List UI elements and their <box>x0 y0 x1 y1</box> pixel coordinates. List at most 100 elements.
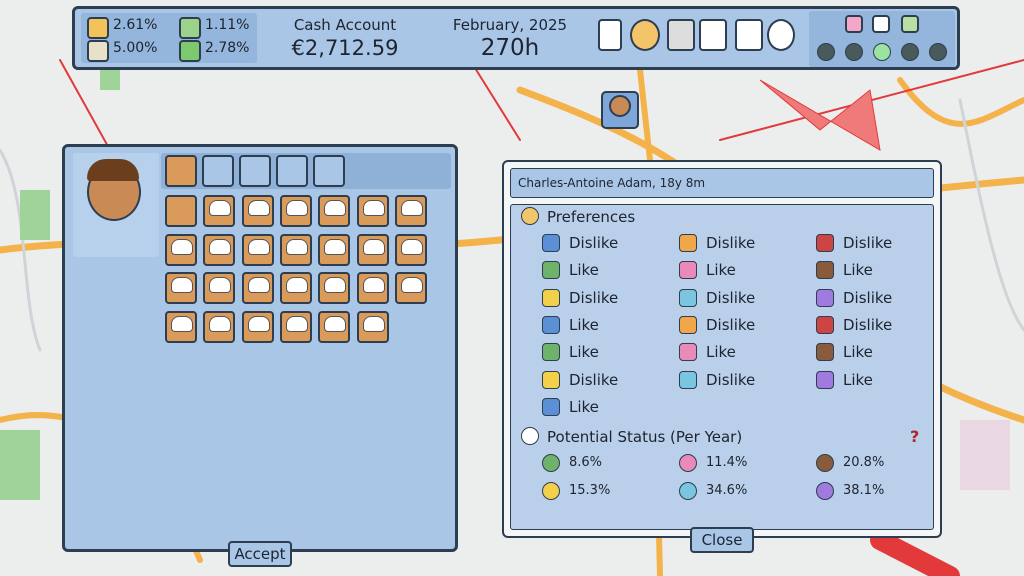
preference-icon <box>542 234 560 252</box>
speed-4[interactable] <box>929 43 947 61</box>
status-icon <box>816 481 834 500</box>
preference-icon <box>816 288 834 307</box>
category-tab[interactable] <box>276 155 308 187</box>
appearance-editor <box>62 144 458 552</box>
preference-value: Like <box>569 397 599 416</box>
hair-option[interactable] <box>203 311 236 344</box>
hair-option[interactable] <box>356 311 389 344</box>
hair-option[interactable] <box>203 233 236 266</box>
hair-shape <box>171 316 193 333</box>
stat-icon <box>179 40 201 62</box>
category-tab[interactable] <box>313 155 345 187</box>
stat-value: 2.61% <box>113 17 158 33</box>
status-title: Potential Status (Per Year) <box>547 428 743 446</box>
preference-icon <box>679 234 697 252</box>
preference-icon <box>542 397 560 416</box>
hair-shape <box>324 200 347 216</box>
speed-1[interactable] <box>845 43 863 61</box>
hair-option[interactable] <box>394 195 427 227</box>
stat-icon <box>179 17 201 39</box>
preference-value: Dislike <box>843 315 893 334</box>
close-button[interactable]: Close <box>690 527 754 553</box>
preference-icon <box>816 261 834 280</box>
hair-option[interactable] <box>203 272 236 305</box>
stat-value: 2.78% <box>205 40 250 56</box>
cash-value: €2,712.59 <box>291 36 399 60</box>
hair-shape <box>400 277 423 294</box>
character-name: Charles-Antoine Adam, 18y 8m <box>518 176 706 190</box>
hair-option[interactable] <box>241 272 274 305</box>
preference-icon <box>542 343 560 362</box>
preference-value: Like <box>569 315 599 334</box>
hair-shape <box>400 238 423 255</box>
category-tab[interactable] <box>239 155 271 187</box>
image-button[interactable] <box>901 15 919 33</box>
cash-label: Cash Account <box>293 16 397 34</box>
stats-box <box>81 13 257 63</box>
hair-shape <box>171 238 193 255</box>
accept-button[interactable]: Accept <box>228 541 292 567</box>
hair-option[interactable] <box>165 195 197 227</box>
status-value: 20.8% <box>843 455 885 470</box>
menu-icon[interactable] <box>667 19 695 51</box>
hair-shape <box>247 316 270 333</box>
preference-value: Dislike <box>569 288 619 307</box>
help-button[interactable]: ? <box>910 427 920 446</box>
hair-option[interactable] <box>279 311 312 344</box>
hair-option[interactable] <box>318 272 351 305</box>
menu-icon[interactable] <box>735 19 763 51</box>
preferences-title: Preferences <box>547 208 636 226</box>
hair-shape <box>247 238 270 255</box>
hours: 270h <box>480 35 540 61</box>
hair-option[interactable] <box>394 272 427 305</box>
status-icon <box>679 481 697 500</box>
hair-shape <box>285 238 308 255</box>
preference-icon <box>816 315 834 334</box>
speed-3[interactable] <box>901 43 919 61</box>
stat-value: 1.11% <box>205 17 250 33</box>
hair-option[interactable] <box>356 195 389 227</box>
menu-icon[interactable] <box>598 19 622 51</box>
hair-shape <box>324 277 347 294</box>
date: February, 2025 <box>452 16 568 34</box>
preference-icon <box>679 343 697 362</box>
hair-option[interactable] <box>318 195 351 227</box>
preference-value: Like <box>706 343 736 362</box>
stat-value: 5.00% <box>113 40 158 56</box>
hair-option[interactable] <box>241 233 274 266</box>
speed-2[interactable] <box>873 43 891 61</box>
hair-option[interactable] <box>394 233 427 266</box>
category-tab[interactable] <box>165 155 197 187</box>
preference-value: Like <box>569 261 599 280</box>
menu-icon[interactable] <box>630 19 660 51</box>
hair-option[interactable] <box>318 311 351 344</box>
hair-option[interactable] <box>203 195 236 227</box>
hair-option[interactable] <box>165 272 197 305</box>
menu-icon[interactable] <box>699 19 727 51</box>
speed-pause[interactable] <box>817 43 835 61</box>
preference-icon <box>679 261 697 280</box>
preference-value: Like <box>843 370 873 389</box>
menu-icon[interactable] <box>767 19 795 51</box>
hair-option[interactable] <box>279 233 312 266</box>
list-button[interactable] <box>872 15 890 33</box>
hair-option[interactable] <box>318 233 351 266</box>
hair-option[interactable] <box>356 233 389 266</box>
hair-option[interactable] <box>279 272 312 305</box>
preference-icon <box>542 261 560 280</box>
preference-value: Dislike <box>706 234 756 252</box>
hair-option[interactable] <box>165 311 197 344</box>
music-button[interactable] <box>845 15 863 33</box>
hair-option[interactable] <box>356 272 389 305</box>
preferences-icon <box>521 207 539 225</box>
hair-option[interactable] <box>165 233 197 266</box>
category-tab[interactable] <box>202 155 234 187</box>
profile-window: Charles-Antoine Adam, 18y 8m Preferences… <box>502 160 942 538</box>
preference-value: Dislike <box>569 234 619 252</box>
hair-option[interactable] <box>241 311 274 344</box>
hair-shape <box>171 277 193 294</box>
hair-option[interactable] <box>279 195 312 227</box>
hair-option[interactable] <box>241 195 274 227</box>
hair-shape <box>209 238 232 255</box>
